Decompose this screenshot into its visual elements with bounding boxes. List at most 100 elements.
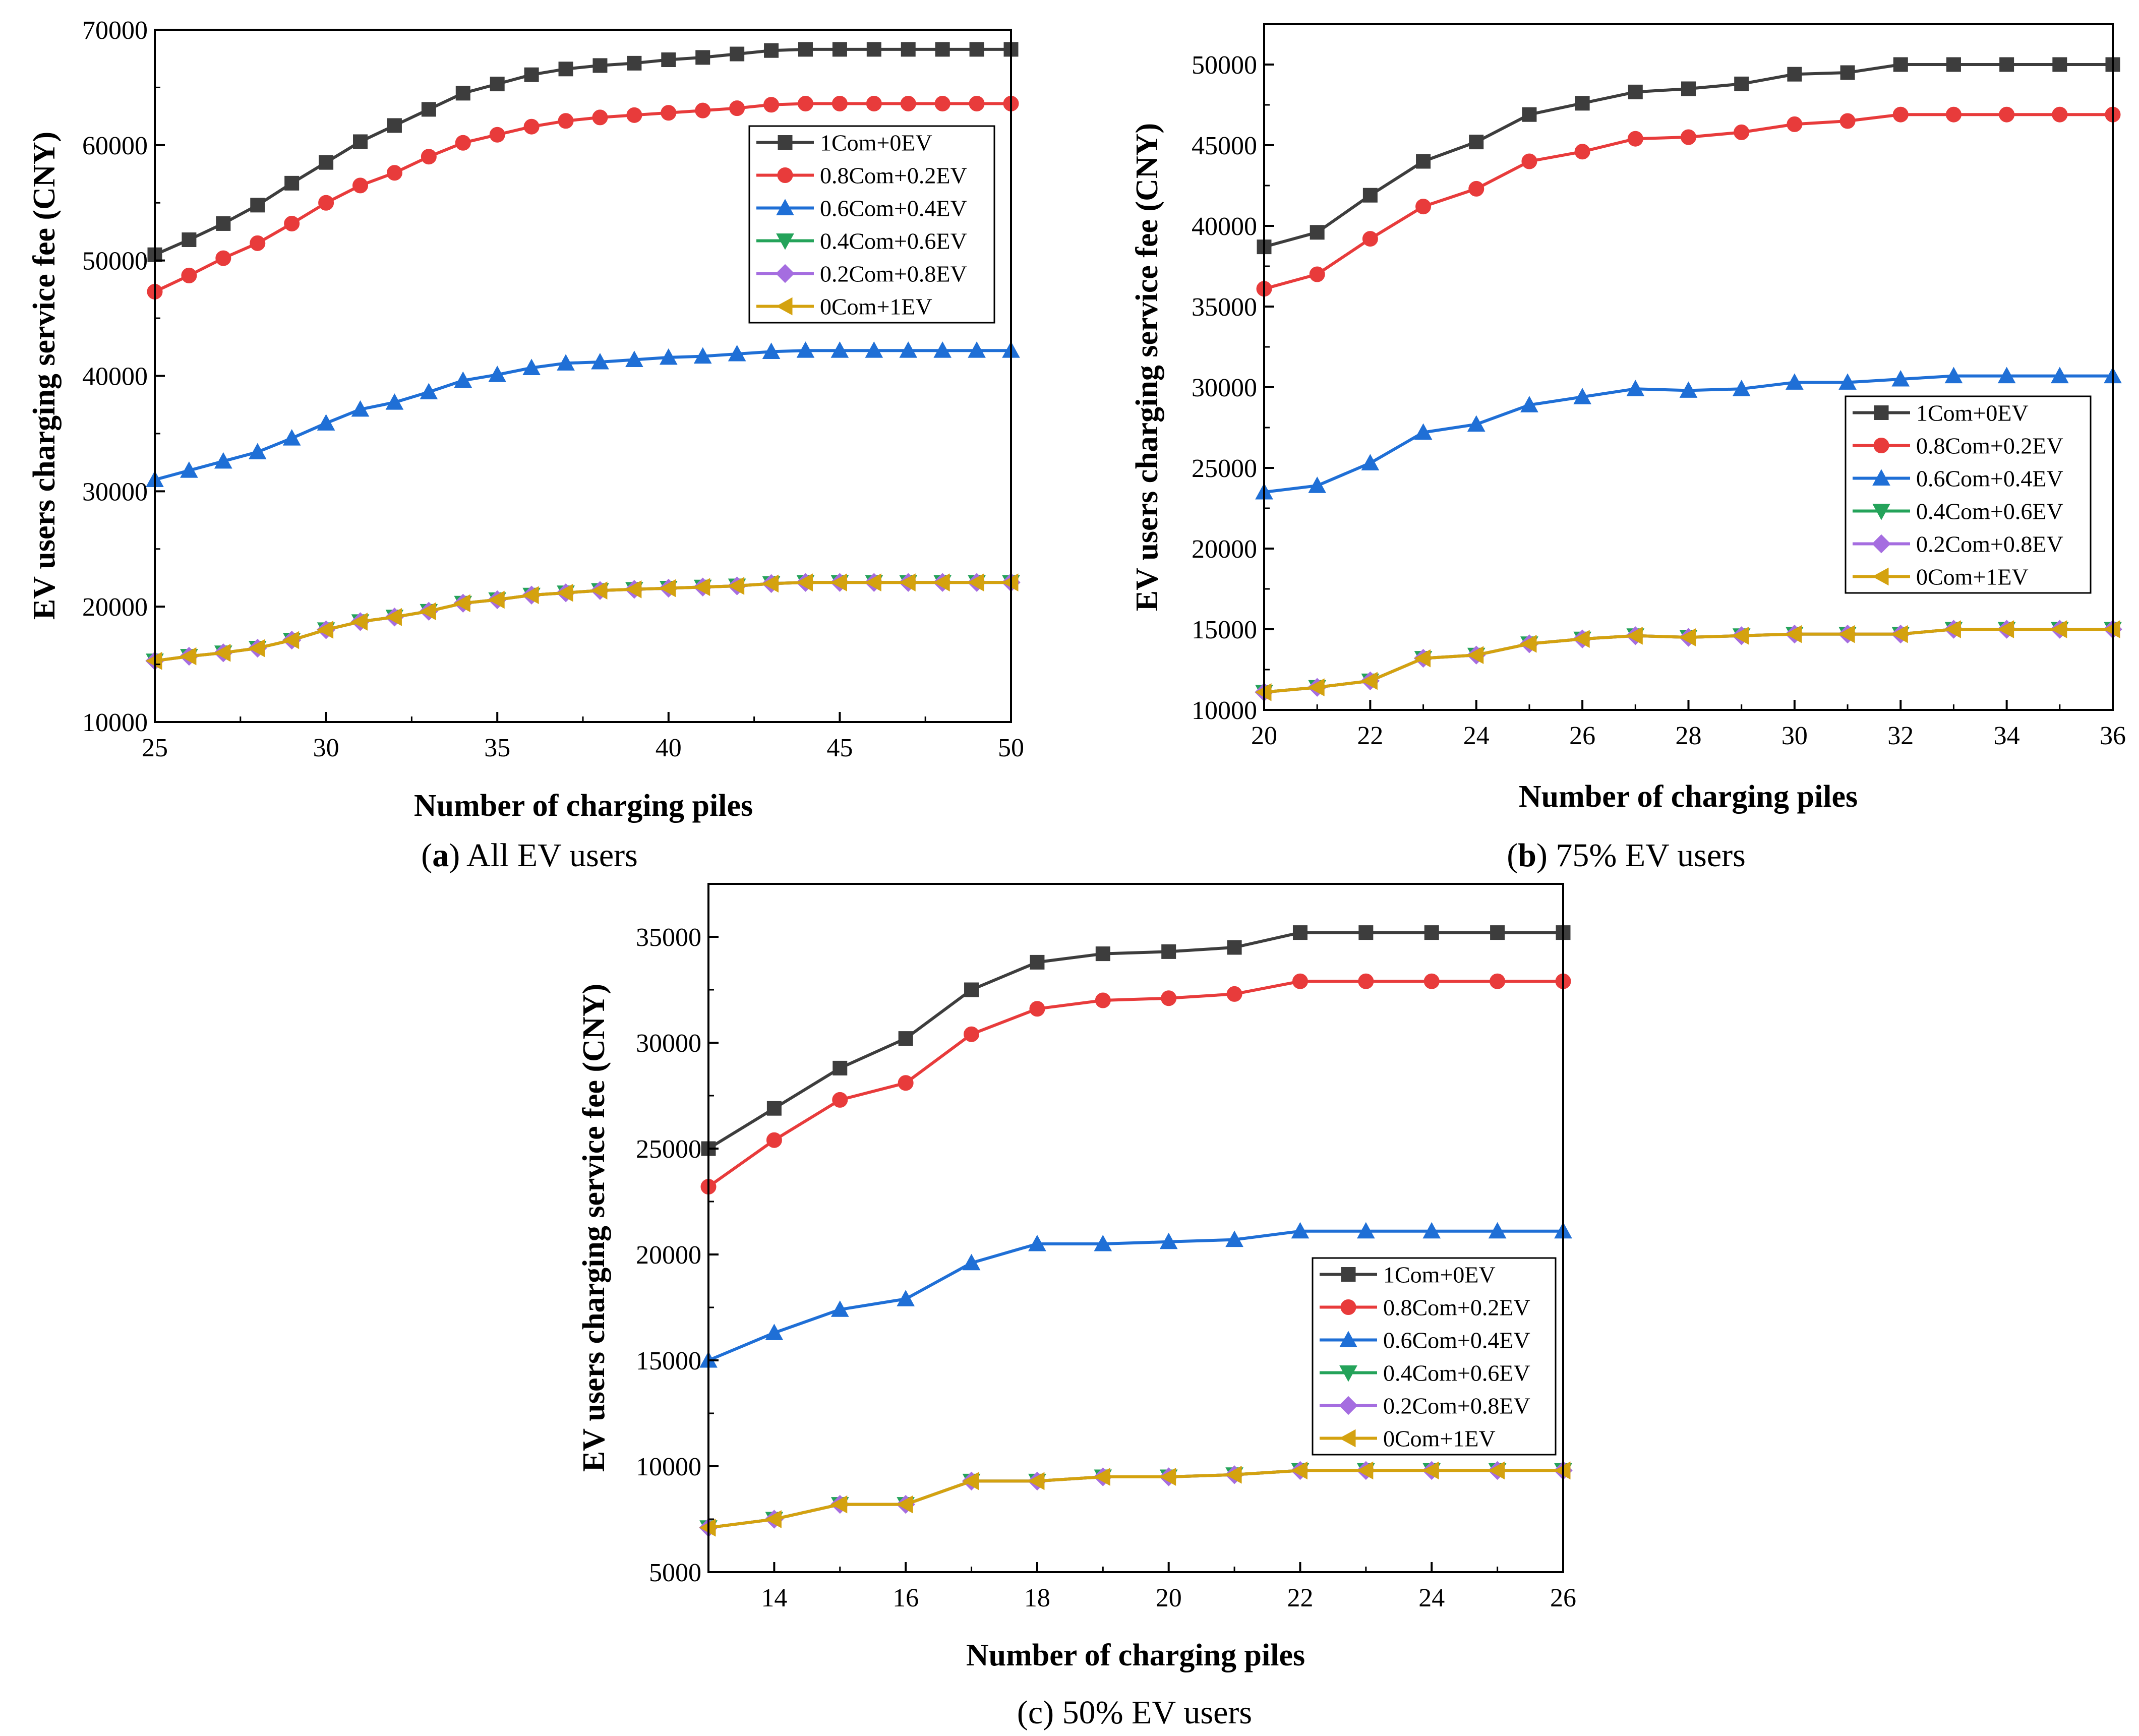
data-point <box>866 42 881 57</box>
data-point <box>353 134 368 149</box>
data-point <box>248 639 265 657</box>
series-line <box>707 931 1563 1150</box>
y-tick-label: 20000 <box>1192 535 1257 564</box>
legend-label: 0.6Com+0.4EV <box>820 196 967 221</box>
caption-text: All EV users <box>466 837 638 874</box>
data-point <box>1423 973 1440 989</box>
data-point <box>898 1075 914 1091</box>
data-point <box>317 621 334 639</box>
plot-frame <box>707 883 1564 1573</box>
data-point <box>830 573 847 591</box>
data-point <box>590 581 608 600</box>
data-point <box>1028 1472 1045 1490</box>
data-point <box>627 55 642 71</box>
data-point <box>387 118 402 133</box>
data-point <box>351 400 370 417</box>
data-point <box>625 580 642 598</box>
legend-label: 0.4Com+0.6EV <box>1383 1360 1530 1386</box>
y-tick-label: 50000 <box>82 247 148 276</box>
data-point <box>351 613 368 631</box>
x-axis-title: Number of charging piles <box>414 789 753 823</box>
data-point <box>282 429 301 446</box>
y-tick-label: 30000 <box>636 1029 701 1058</box>
data-point <box>729 100 745 116</box>
data-point <box>832 42 847 57</box>
y-tick-label: 25000 <box>1192 454 1257 483</box>
data-point <box>796 573 813 591</box>
data-point <box>2052 57 2067 72</box>
data-point <box>1732 626 1749 645</box>
legend-swatch-marker <box>776 199 794 215</box>
y-tick-label: 10000 <box>1192 696 1257 725</box>
data-point <box>897 1290 915 1306</box>
caption-label: a <box>432 837 449 874</box>
data-point <box>2050 620 2067 638</box>
y-axis-title: EV users charging service fee (CNY) <box>1130 123 1164 611</box>
data-point <box>592 109 608 126</box>
legend-swatch-marker <box>1872 534 1891 554</box>
plot-frame <box>154 29 1012 723</box>
data-point <box>1838 625 1855 643</box>
data-point <box>766 1101 782 1116</box>
legend-swatch-marker <box>776 297 793 316</box>
data-point <box>962 1253 981 1271</box>
x-tick-label: 28 <box>1676 722 1702 750</box>
data-point <box>1468 181 1484 197</box>
data-point <box>523 118 540 135</box>
data-point <box>1416 154 1431 169</box>
data-point <box>1997 620 2014 638</box>
data-point <box>1840 65 1855 80</box>
data-point <box>1520 396 1538 412</box>
data-point <box>385 393 404 410</box>
x-axis-title: Number of charging piles <box>1519 780 1858 814</box>
data-point <box>1292 925 1308 940</box>
data-point <box>216 216 231 231</box>
legend-label: 0.8Com+0.2EV <box>1916 433 2063 459</box>
data-point <box>1944 620 1961 638</box>
x-tick-label: 26 <box>1569 722 1595 750</box>
data-point <box>420 602 436 621</box>
series-line <box>154 349 1011 482</box>
legend-swatch-marker <box>1872 469 1890 486</box>
panel-caption: (b) 75% EV users <box>1507 837 1746 874</box>
data-point <box>1310 225 1325 240</box>
data-point <box>1679 381 1698 398</box>
x-tick-label: 32 <box>1887 722 1914 750</box>
data-point <box>1225 1465 1242 1484</box>
data-point <box>1490 925 1505 940</box>
legend-swatch-marker <box>1339 1365 1357 1382</box>
legend: 1Com+0EV 0.8Com+0.2EV 0.6Com+0.4EV 0.4Com+0… <box>1312 1257 1557 1456</box>
legend-label: 0Com+1EV <box>820 294 932 320</box>
legend: 1Com+0EV 0.8Com+0.2EV 0.6Com+0.4EV 0.4Com+0… <box>1845 395 2092 594</box>
data-point <box>591 353 609 370</box>
data-point <box>833 1060 848 1075</box>
data-point <box>831 95 848 111</box>
data-point <box>1787 116 1803 132</box>
x-tick-label: 24 <box>1418 1584 1445 1612</box>
data-point <box>522 358 541 375</box>
data-point <box>454 594 470 613</box>
data-point <box>832 1092 848 1108</box>
series-line <box>708 1469 1563 1529</box>
x-tick-label: 24 <box>1463 722 1490 750</box>
data-point <box>1626 626 1643 645</box>
data-point <box>181 267 197 283</box>
legend-label: 0.2Com+0.8EV <box>1383 1393 1530 1419</box>
data-point <box>490 77 505 92</box>
x-tick-label: 22 <box>1357 722 1383 750</box>
legend-label: 1Com+0EV <box>1383 1262 1496 1288</box>
data-point <box>1094 1468 1110 1486</box>
caption-text: 75% EV users <box>1556 837 1745 874</box>
x-tick-label: 34 <box>1994 722 2020 750</box>
panel-caption: (a) All EV users <box>421 837 638 874</box>
data-point <box>797 95 813 111</box>
data-point <box>1415 199 1432 215</box>
data-point <box>592 58 608 73</box>
legend-label: 0.8Com+0.2EV <box>1383 1295 1530 1321</box>
data-point <box>1999 106 2015 123</box>
data-point <box>865 573 881 591</box>
y-tick-label: 30000 <box>82 477 148 506</box>
legend-label: 0.6Com+0.4EV <box>1916 466 2063 492</box>
legend-swatch-marker <box>776 264 795 283</box>
y-tick-label: 15000 <box>636 1347 701 1375</box>
